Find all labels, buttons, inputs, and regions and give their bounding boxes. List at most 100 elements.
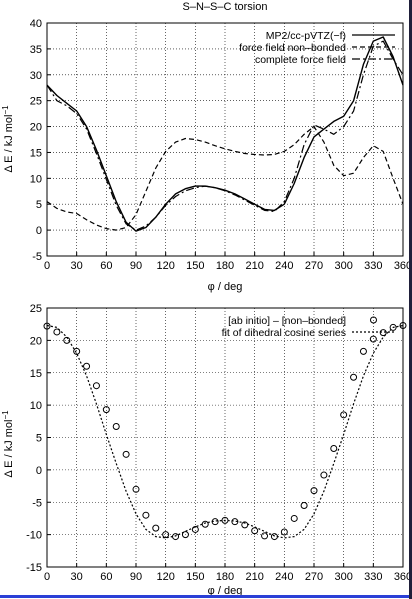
data-point-marker [389, 323, 397, 331]
x-tick-label: 30 [71, 260, 83, 272]
series-line-dashdot [46, 40, 404, 231]
y-tick-label: 40 [30, 18, 42, 30]
x-tick-label: 270 [305, 571, 323, 583]
data-point-marker [172, 533, 180, 541]
data-point-marker [290, 514, 298, 522]
x-tick-label: 240 [275, 260, 293, 272]
x-tick-label: 30 [71, 571, 83, 583]
x-tick-label: 60 [100, 260, 112, 272]
top-chart: 0 30 60 90 120 150 180 210 240 270 300 330 360-50510… [1, 18, 412, 293]
bottom-y-axis-label-main: Δ E / kJ mol [3, 420, 15, 478]
x-tick-label: 150 [186, 260, 204, 272]
y-tick-label: 5 [36, 433, 42, 445]
top-grid [46, 22, 404, 257]
y-tick-label: 5 [36, 199, 42, 211]
bottom-series [43, 321, 407, 541]
data-point-marker [231, 518, 239, 526]
y-tick-label: 0 [36, 225, 42, 237]
top-legend: MP2/cc-pVTZ(−f)force field non–bondedcom… [239, 30, 395, 66]
bottom-legend: [ab initio] – [non–bonded]fit of dihedra… [222, 315, 395, 339]
legend-label: MP2/cc-pVTZ(−f) [266, 30, 346, 42]
bottom-x-axis-label: φ / deg [208, 585, 243, 597]
data-point-marker [251, 527, 259, 535]
data-point-marker [280, 528, 288, 536]
data-point-marker [102, 406, 110, 414]
data-point-marker [53, 328, 61, 336]
y-tick-label: -15 [26, 562, 42, 574]
y-tick-label: 35 [30, 44, 42, 56]
data-point-marker [340, 411, 348, 419]
x-tick-label: 360 [394, 260, 412, 272]
chart-title: S–N–S–C torsion [183, 1, 268, 13]
data-point-marker [152, 524, 160, 532]
right-border-line [409, 0, 412, 599]
bottom-ticks: 0 30 60 90 120 150 180 210 240 270 300 330 360-15-10… [26, 303, 412, 583]
y-tick-label: -5 [32, 251, 42, 263]
bottom-chart: 0 30 60 90 120 150 180 210 240 270 300 330 360-15-10… [1, 303, 412, 597]
y-tick-label: 25 [30, 303, 42, 315]
x-tick-label: 0 [44, 571, 50, 583]
x-tick-label: 180 [216, 260, 234, 272]
data-point-marker [359, 347, 367, 355]
x-tick-label: 90 [130, 260, 142, 272]
data-point-marker [270, 533, 278, 541]
legend-label: complete force field [255, 54, 346, 66]
data-point-marker [350, 373, 358, 381]
y-tick-label: 25 [30, 96, 42, 108]
x-tick-label: 270 [305, 260, 323, 272]
top-y-axis-label-main: Δ E / kJ mol [3, 115, 15, 173]
y-tick-label: -5 [32, 497, 42, 509]
top-y-axis-label-exponent: −1 [1, 105, 10, 115]
data-point-marker [122, 450, 130, 458]
x-tick-label: 60 [100, 571, 112, 583]
data-point-marker [330, 445, 338, 453]
x-tick-label: 300 [334, 260, 352, 272]
legend-label: fit of dihedral cosine series [222, 327, 346, 339]
data-point-marker [320, 471, 328, 479]
data-point-marker [162, 531, 170, 539]
series-line-dashed [46, 126, 404, 231]
x-tick-label: 90 [130, 571, 142, 583]
x-tick-label: 360 [394, 571, 412, 583]
y-tick-label: 20 [30, 122, 42, 134]
y-tick-label: 10 [30, 400, 42, 412]
legend-label: force field non–bonded [239, 42, 346, 54]
legend-label: [ab initio] – [non–bonded] [228, 315, 346, 327]
data-point-marker [142, 511, 150, 519]
y-tick-label: 0 [36, 465, 42, 477]
x-tick-label: 300 [334, 571, 352, 583]
y-tick-label: 30 [30, 70, 42, 82]
bottom-y-axis-label-exponent: −1 [1, 410, 10, 420]
top-series [46, 36, 404, 232]
y-tick-label: 15 [30, 368, 42, 380]
y-tick-label: 10 [30, 173, 42, 185]
data-point-marker [369, 335, 377, 343]
top-x-axis-label: φ / deg [208, 281, 243, 293]
data-point-marker [92, 382, 100, 390]
x-tick-label: 330 [364, 571, 382, 583]
top-y-axis-label: Δ E / kJ mol−1 [1, 105, 15, 173]
x-tick-label: 0 [44, 260, 50, 272]
x-tick-label: 210 [245, 260, 263, 272]
data-point-marker [181, 531, 189, 539]
data-point-marker [83, 362, 91, 370]
data-point-marker [241, 521, 249, 529]
x-tick-label: 150 [186, 571, 204, 583]
data-point-marker [73, 347, 81, 355]
x-tick-label: 120 [156, 571, 174, 583]
data-point-marker [132, 485, 140, 493]
data-point-marker [201, 520, 209, 528]
x-tick-label: 120 [156, 260, 174, 272]
data-point-marker [310, 487, 318, 495]
bottom-y-axis-label: Δ E / kJ mol−1 [1, 410, 15, 478]
data-point-marker [379, 329, 387, 337]
legend-marker [370, 316, 377, 324]
x-tick-label: 330 [364, 260, 382, 272]
data-point-marker [191, 525, 199, 533]
y-tick-label: -10 [26, 530, 42, 542]
top-ticks: 0 30 60 90 120 150 180 210 240 270 300 330 360-50510… [30, 18, 412, 272]
x-tick-label: 240 [275, 571, 293, 583]
y-tick-label: 15 [30, 147, 42, 159]
data-point-marker [261, 532, 269, 540]
